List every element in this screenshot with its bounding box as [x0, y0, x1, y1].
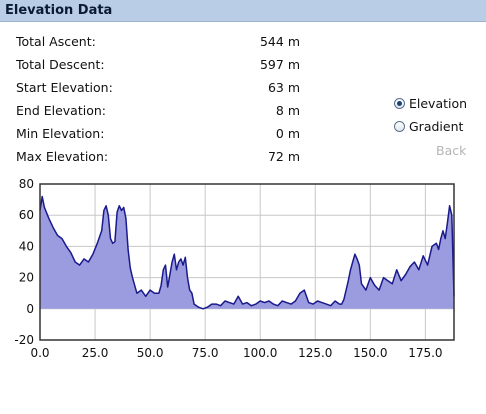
x-tick-label: 50.0 [137, 346, 164, 360]
elevation-radio-option[interactable]: Elevation [394, 96, 467, 111]
panel-header: Elevation Data [0, 0, 486, 22]
x-tick-label: 175.0 [408, 346, 442, 360]
back-link[interactable]: Back [436, 143, 467, 158]
stat-label-total-ascent: Total Ascent: [16, 34, 96, 49]
gradient-radio-label[interactable]: Gradient [409, 119, 464, 134]
elevation-line [39, 195, 455, 310]
x-tick-label: 75.0 [192, 346, 219, 360]
x-tick-label: 25.0 [82, 346, 109, 360]
stat-value-max-elevation: 72 m [267, 149, 300, 164]
x-tick-label: 125.0 [298, 346, 332, 360]
elevation-radio-label[interactable]: Elevation [409, 96, 468, 111]
y-tick-label: 0 [26, 302, 34, 316]
x-tick-label: 100.0 [243, 346, 277, 360]
stat-label-total-descent: Total Descent: [16, 57, 105, 72]
stat-value-total-descent: 597 m [259, 57, 300, 72]
y-tick-label: 40 [19, 239, 34, 253]
plot-frame [39, 183, 455, 341]
elevation-area [40, 196, 454, 309]
stat-value-min-elevation: 0 m [275, 126, 300, 141]
y-tick-label: 20 [19, 271, 34, 285]
y-tick-label: 80 [19, 177, 34, 191]
gradient-radio-option[interactable]: Gradient [394, 119, 463, 134]
stat-label-start-elevation: Start Elevation: [16, 80, 113, 95]
x-tick-label: 0.0 [30, 346, 49, 360]
stat-label-end-elevation: End Elevation: [16, 103, 107, 118]
x-tick-label: 150.0 [353, 346, 387, 360]
y-tick-label: -20 [14, 333, 34, 347]
elevation-radio-button[interactable] [394, 98, 405, 109]
panel-title: Elevation Data [5, 3, 113, 18]
y-axis-ticks: 80 60 40 20 0 -20 [14, 177, 34, 347]
stat-label-min-elevation: Min Elevation: [16, 126, 105, 141]
y-tick-label: 60 [19, 208, 34, 222]
stat-value-total-ascent: 544 m [259, 34, 300, 49]
stat-label-max-elevation: Max Elevation: [16, 149, 109, 164]
stat-value-end-elevation: 8 m [275, 103, 300, 118]
stat-value-start-elevation: 63 m [267, 80, 300, 95]
x-axis-ticks: 0.0 25.0 50.0 75.0 100.0 125.0 150.0 175.0 [30, 346, 442, 360]
elevation-chart: 80 60 40 20 0 -20 0.0 25.0 50.0 75.0 100.0 125.0 15… [14, 177, 455, 360]
gradient-radio-button[interactable] [394, 121, 405, 132]
